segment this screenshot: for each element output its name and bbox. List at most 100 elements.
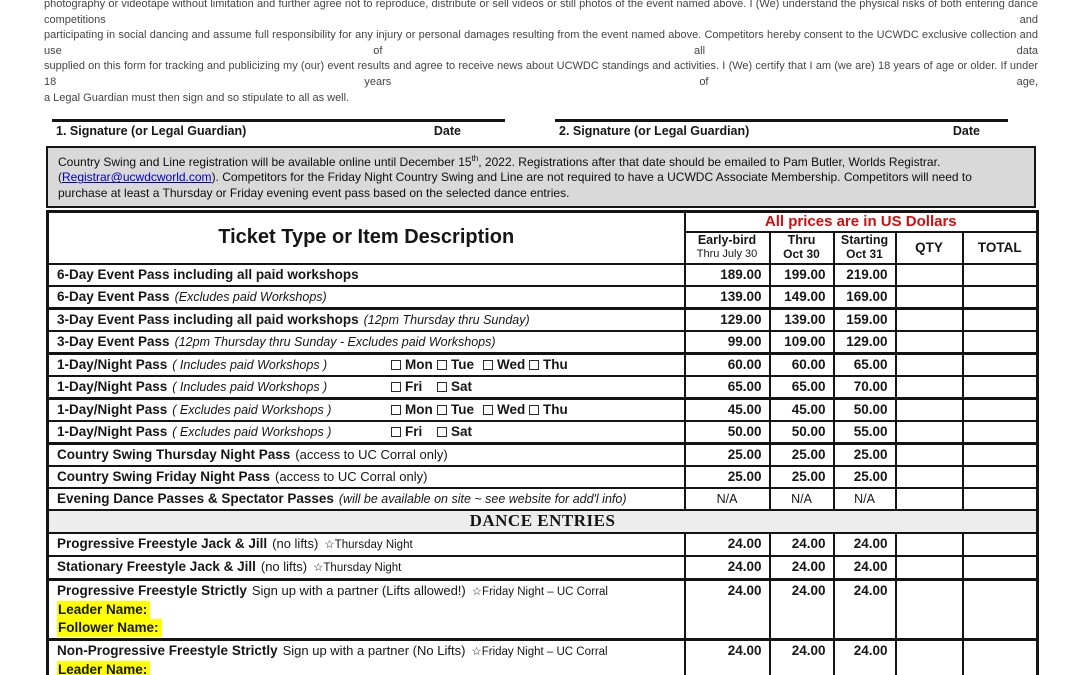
price-cell: 159.00: [832, 306, 897, 332]
total-cell[interactable]: [961, 374, 1039, 400]
day-label: Wed: [497, 401, 526, 417]
price-cell: 24.00: [768, 531, 835, 557]
total-cell[interactable]: [961, 419, 1039, 445]
terms-paragraph: photography or videotape without limitat…: [44, 0, 1038, 106]
total-cell[interactable]: [961, 329, 1039, 355]
table-row: Progressive Freestyle Jack & Jill (no lif…: [46, 531, 1039, 557]
total-cell[interactable]: [961, 262, 1039, 287]
table-row: 1-Day/Night Pass ( Excludes paid Workshop…: [46, 396, 1039, 422]
qty-cell[interactable]: [894, 464, 964, 489]
checkbox-wed[interactable]: [483, 404, 493, 415]
day-option: Thu: [529, 401, 575, 419]
total-cell[interactable]: [961, 531, 1039, 557]
col-header-line: TOTAL: [977, 240, 1022, 256]
checkbox-thu[interactable]: [529, 404, 539, 415]
col-header-total: TOTAL: [961, 230, 1039, 265]
row-description: Progressive Freestyle Jack & Jill (no lif…: [46, 531, 686, 557]
signature-line[interactable]: [555, 119, 1008, 123]
checkbox-mon[interactable]: [391, 404, 401, 415]
item-title: Country Swing Thursday Night Pass: [57, 446, 291, 462]
qty-cell[interactable]: [894, 374, 964, 400]
day-option: Fri: [391, 378, 437, 396]
table-row: 1-Day/Night Pass ( Includes paid Workshop…: [46, 351, 1039, 377]
price-cell: 219.00: [832, 262, 897, 287]
col-header-line: Oct 30: [783, 246, 820, 261]
qty-cell[interactable]: [894, 441, 964, 467]
price-cell: 65.00: [832, 351, 897, 377]
price-cell: 24.00: [683, 554, 771, 581]
section-row: DANCE ENTRIES: [46, 508, 1039, 534]
total-cell[interactable]: [961, 351, 1039, 377]
price-cell: 109.00: [768, 329, 835, 355]
checkbox-mon[interactable]: [391, 359, 401, 370]
total-cell[interactable]: [961, 486, 1039, 511]
price-cell: 70.00: [832, 374, 897, 400]
checkbox-fri[interactable]: [391, 381, 401, 392]
checkbox-tue[interactable]: [437, 359, 447, 370]
highlighted-field-label[interactable]: Follower Name:: [57, 618, 162, 637]
price-cell: 149.00: [768, 284, 835, 310]
terms-line: photography or videotape without limitat…: [44, 0, 1038, 26]
price-cell: 45.00: [768, 396, 835, 422]
qty-cell[interactable]: [894, 577, 964, 641]
qty-cell[interactable]: [894, 419, 964, 445]
total-cell[interactable]: [961, 396, 1039, 422]
highlighted-field-label[interactable]: Leader Name:: [57, 660, 151, 675]
total-cell[interactable]: [961, 441, 1039, 467]
price-cell: 99.00: [683, 329, 771, 355]
table-row: 3-Day Event Pass (12pm Thursday thru Sund…: [46, 329, 1039, 355]
total-cell[interactable]: [961, 464, 1039, 489]
checkbox-thu[interactable]: [529, 359, 539, 370]
signature-line[interactable]: [52, 119, 505, 123]
checkbox-sat[interactable]: [437, 426, 447, 437]
row-description: 3-Day Event Pass (12pm Thursday thru Sund…: [46, 329, 686, 355]
item-note: (Excludes paid Workshops): [174, 289, 327, 304]
qty-cell[interactable]: [894, 351, 964, 377]
price-cell: 60.00: [683, 351, 771, 377]
price-cell: 65.00: [768, 374, 835, 400]
qty-cell[interactable]: [894, 486, 964, 511]
total-cell[interactable]: [961, 284, 1039, 310]
qty-cell[interactable]: [894, 306, 964, 332]
star-icon: ☆Thursday Night: [313, 561, 402, 574]
total-cell[interactable]: [961, 637, 1039, 675]
day-option: Sat: [437, 378, 483, 396]
qty-cell[interactable]: [894, 396, 964, 422]
table-row: 1-Day/Night Pass ( Excludes paid Workshop…: [46, 419, 1039, 445]
qty-cell[interactable]: [894, 329, 964, 355]
checkbox-sat[interactable]: [437, 381, 447, 392]
row-description: 1-Day/Night Pass ( Includes paid Workshop…: [46, 374, 686, 400]
item-title: 1-Day/Night Pass: [57, 401, 168, 417]
table-row: 3-Day Event Pass including all paid work…: [46, 306, 1039, 332]
price-cell: 24.00: [832, 637, 897, 675]
qty-cell[interactable]: [894, 531, 964, 557]
total-cell[interactable]: [961, 306, 1039, 332]
terms-line: supplied on this form for tracking and p…: [44, 60, 1038, 88]
item-note: ( Excludes paid Workshops ): [172, 424, 332, 439]
price-cell: 55.00: [832, 419, 897, 445]
checkbox-wed[interactable]: [483, 359, 493, 370]
col-header-line: QTY: [915, 240, 943, 256]
qty-cell[interactable]: [894, 262, 964, 287]
col-header-starting-oct31: Starting Oct 31: [832, 230, 897, 265]
total-cell[interactable]: [961, 554, 1039, 581]
item-note: (access to UC Corral only): [295, 446, 448, 462]
day-option: Mon: [391, 356, 437, 374]
day-label: Mon: [405, 401, 433, 417]
highlighted-field-label[interactable]: Leader Name:: [57, 600, 151, 619]
signature-block-2: 2. Signature (or Legal Guardian) Date: [555, 119, 1008, 138]
item-title: Progressive Freestyle Strictly: [57, 582, 247, 598]
price-cell: 24.00: [768, 637, 835, 675]
item-note: (no lifts): [260, 558, 308, 574]
total-cell[interactable]: [961, 577, 1039, 641]
qty-cell[interactable]: [894, 637, 964, 675]
item-title: 6-Day Event Pass: [57, 288, 170, 304]
item-title: 3-Day Event Pass: [57, 333, 170, 349]
checkbox-fri[interactable]: [391, 426, 401, 437]
registrar-email-link[interactable]: Registrar@ucwdcworld.com: [62, 170, 212, 185]
item-note: (no lifts): [272, 535, 319, 551]
checkbox-tue[interactable]: [437, 404, 447, 415]
qty-cell[interactable]: [894, 284, 964, 310]
table-row: 6-Day Event Pass (Excludes paid Workshops…: [46, 284, 1039, 310]
qty-cell[interactable]: [894, 554, 964, 581]
